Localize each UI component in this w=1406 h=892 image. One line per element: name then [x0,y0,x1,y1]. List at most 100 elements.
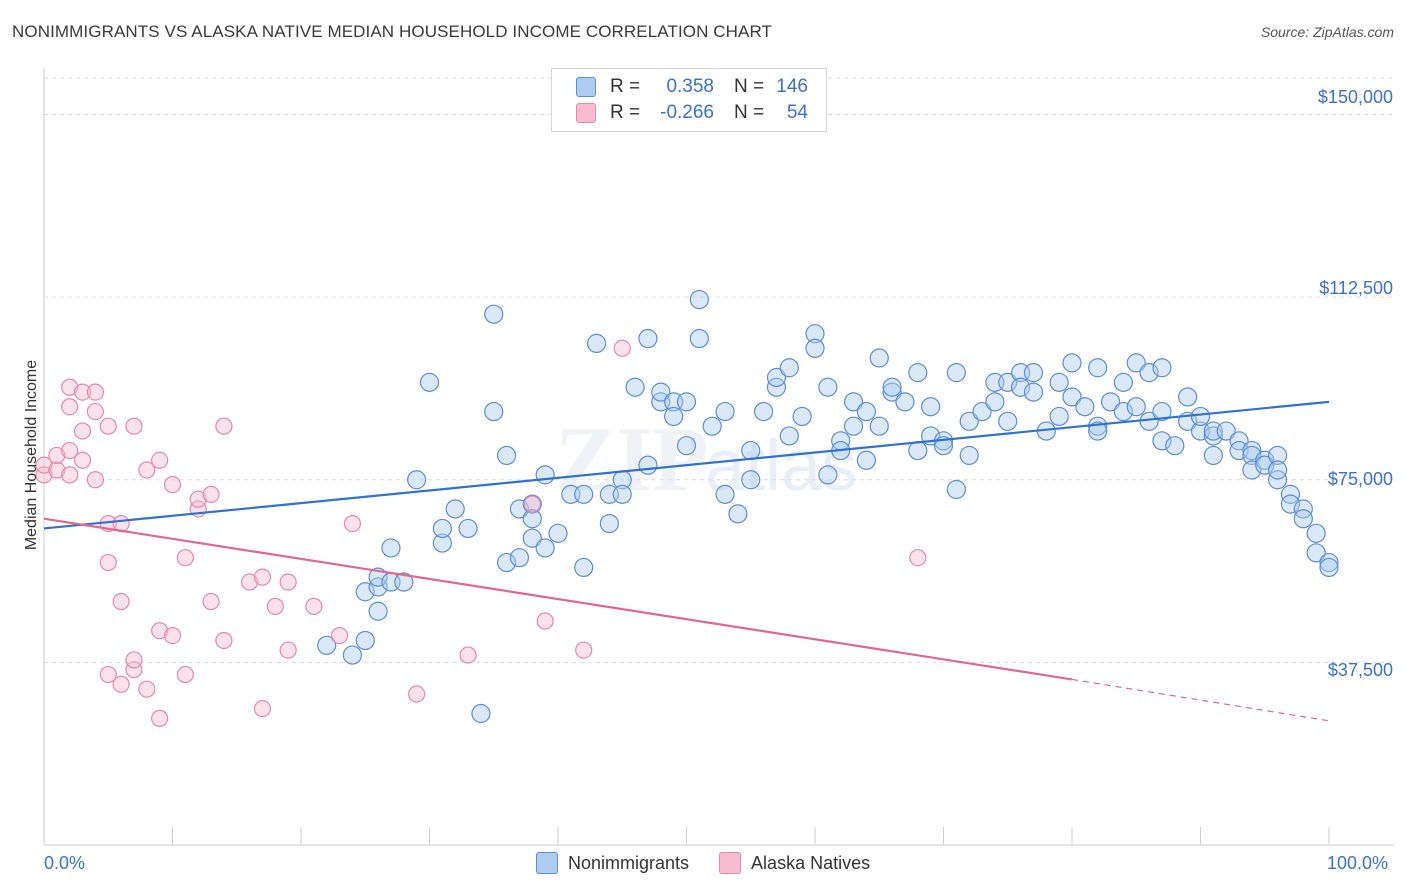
data-point [151,622,169,640]
data-point [1152,358,1172,378]
data-point [1049,406,1069,427]
data-point [99,553,117,572]
data-point [869,348,889,368]
trend-lines [43,400,1330,722]
data-point [882,377,902,397]
data-point [61,378,79,396]
r-label: R = [610,102,641,123]
n-value: 54 [786,102,808,123]
data-point [1203,426,1223,446]
data-point [664,406,684,427]
data-point [202,485,220,503]
data-point [908,363,928,383]
data-point [445,499,465,519]
data-point [215,417,233,435]
data-point [1010,377,1031,397]
data-point [151,451,169,469]
data-point [458,518,478,539]
data-point [1306,523,1326,543]
data-point [73,422,92,440]
data-point [48,461,66,479]
r-value: 0.358 [666,76,714,97]
data-point [522,494,542,514]
n-label: N = [734,102,765,123]
blue-swatch [536,852,558,874]
data-point [985,392,1005,412]
data-point [908,440,928,461]
data-point [408,685,426,703]
data-point [959,411,979,431]
alaska-natives-trend-extension [1071,678,1330,722]
data-point [741,470,761,490]
data-point [317,635,337,655]
data-point [1088,421,1108,441]
data-point [625,377,645,397]
data-point [471,703,491,724]
data-point [856,450,877,470]
data-point [48,446,66,465]
data-point [61,398,79,416]
legend-row-nonimmigrants: R = 0.358 N = 146 [576,75,808,99]
data-point [535,465,555,485]
blue-swatch [576,77,596,97]
y-tick-label: $75,000 [1327,469,1393,489]
data-point [125,417,143,435]
data-point [1152,431,1172,451]
data-point [998,411,1018,431]
y-tick-label: $150,000 [1317,87,1393,107]
data-point [728,504,748,524]
data-point [1126,353,1146,373]
data-point [419,372,440,392]
data-point [1293,499,1313,519]
data-point [189,490,207,508]
data-point [241,573,259,591]
data-point [1023,363,1044,383]
data-point [35,456,53,474]
data-point [1293,509,1313,529]
data-point [279,641,297,659]
data-point [612,484,632,504]
data-point [138,461,156,479]
pink-swatch [719,852,742,874]
data-point [1075,397,1095,417]
alaska-natives-trend-line [43,517,1073,681]
data-point [368,577,388,597]
pink-swatch [576,103,596,123]
data-point [355,630,375,651]
data-point [676,392,697,412]
data-point [125,651,143,669]
data-point [715,401,735,422]
data-point [998,372,1018,392]
data-point [215,631,233,650]
data-point [523,495,541,513]
data-point [766,377,787,397]
data-point [1203,445,1223,466]
data-point [946,479,966,500]
data-point [1100,392,1121,412]
legend-item-nonimmigrants: Nonimmigrants [536,852,689,874]
data-point [343,514,361,533]
y-tick-label: $112,500 [1319,278,1393,298]
data-point [638,455,658,475]
data-point [1113,372,1134,392]
data-point [112,675,130,693]
data-point [509,548,530,568]
data-point [1062,387,1082,407]
data-point [432,518,452,539]
data-point [702,416,722,436]
data-point [163,626,182,645]
n-label: N = [734,76,765,97]
data-point [651,382,671,402]
data-point [805,324,825,344]
x-tick-label-min: 0.0% [44,853,86,873]
data-point [125,661,143,679]
data-point [484,304,504,324]
legend-item-alaska-natives: Alaska Natives [719,852,870,874]
n-value: 146 [776,76,808,97]
data-point [253,700,272,718]
data-point [689,289,709,310]
data-point [497,552,517,573]
x-tick-label-max: 100.0% [1327,853,1389,873]
data-point [61,441,79,460]
data-point [394,572,414,592]
